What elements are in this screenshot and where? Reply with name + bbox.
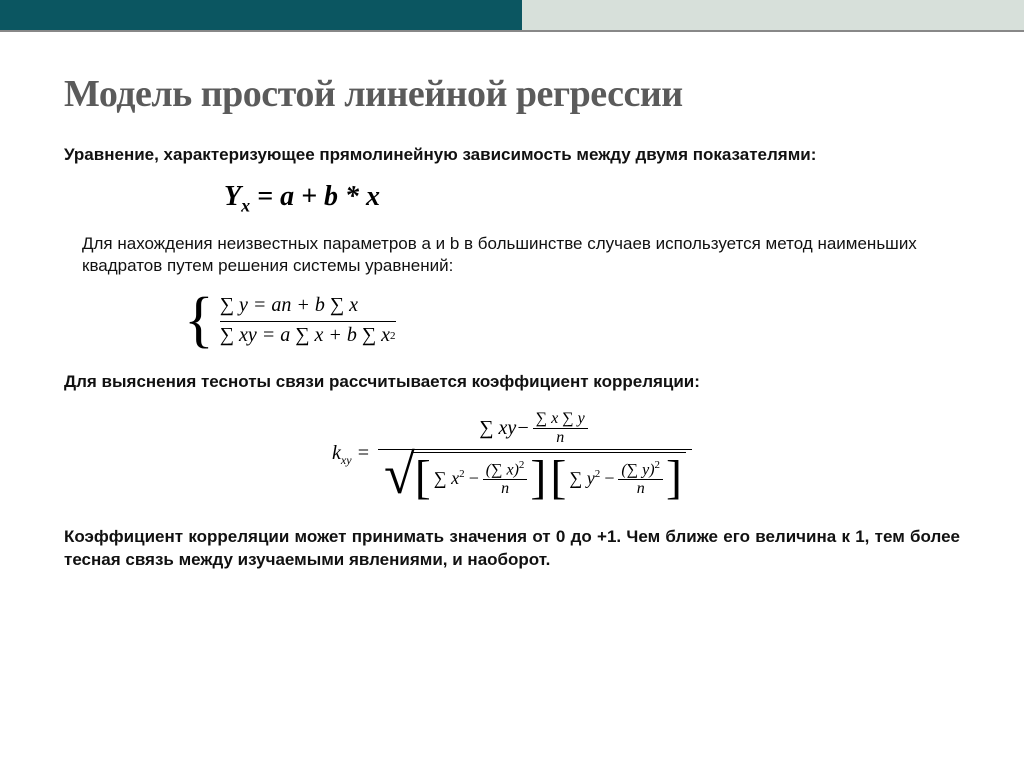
header-bar [0, 0, 1024, 32]
sqrt-content: [ ∑ x2 − (∑ x)2 n ] [ [411, 452, 686, 500]
equation-main: Yx = a + b * x [64, 181, 960, 217]
by-sy2: ∑ y2 [569, 468, 600, 489]
k-xy: kxy = [332, 442, 370, 468]
rbracket-x: ] [530, 458, 546, 499]
bx-sfrac-bot: n [498, 480, 512, 498]
system-row-2-exp: 2 [390, 330, 396, 342]
lbracket-y: [ [550, 458, 566, 499]
bar-right [522, 0, 1024, 32]
system-rows: ∑ y = an + b ∑ x ∑ xy = a ∑ x + b ∑ x2 [220, 292, 396, 349]
bx-sfrac: (∑ x)2 n [483, 459, 528, 498]
system-row-1-text: ∑ y = an + b ∑ x [220, 294, 358, 317]
system-row-1: ∑ y = an + b ∑ x [220, 292, 396, 322]
k-var: k [332, 442, 341, 464]
fraction-denominator: √ [ ∑ x2 − (∑ x)2 n ] [378, 450, 692, 502]
eq-lhs-sub: x [241, 196, 250, 216]
eq-rhs: = a + b * x [257, 181, 380, 212]
sqrt-wrap: √ [ ∑ x2 − (∑ x)2 n ] [384, 452, 686, 500]
paragraph-2: Для нахождения неизвестных параметров a … [64, 233, 960, 279]
by-sfrac-bot: n [634, 480, 648, 498]
num-sf-bot: n [553, 429, 567, 447]
bx-sfrac-top: (∑ x)2 [483, 459, 528, 479]
slide-content: Модель простой линейной регрессии Уравне… [0, 32, 1024, 606]
num-sf-top: ∑ x ∑ y [533, 410, 588, 428]
main-fraction: ∑ xy − ∑ x ∑ y n √ [ [378, 408, 692, 502]
by-sfrac: (∑ y)2 n [618, 459, 663, 498]
system-row-2: ∑ xy = a ∑ x + b ∑ x2 [220, 322, 396, 349]
bracket-y: [ ∑ y2 − (∑ y)2 n ] [548, 458, 684, 499]
paragraph-4: Коэффициент корреляции может принимать з… [64, 526, 960, 572]
correlation-equation: kxy = ∑ xy − ∑ x ∑ y n √ [64, 408, 960, 502]
num-small-frac: ∑ x ∑ y n [533, 410, 588, 447]
left-brace: { [184, 296, 214, 346]
rbracket-y: ] [666, 458, 682, 499]
eq-lhs-var: Y [224, 181, 241, 212]
lbracket-x: [ [415, 458, 431, 499]
paragraph-1: Уравнение, характеризующее прямолинейную… [64, 144, 960, 167]
bar-left [0, 0, 522, 32]
k-sub: xy [341, 453, 352, 467]
by-sfrac-top: (∑ y)2 [618, 459, 663, 479]
bx-minus: − [468, 468, 480, 489]
num-sigxy: ∑ xy [479, 417, 516, 440]
bracket-x: [ ∑ x2 − (∑ x)2 n ] [413, 458, 549, 499]
eq-sign: = [352, 442, 371, 464]
bx-sx2: ∑ x2 [434, 468, 465, 489]
slide-title: Модель простой линейной регрессии [64, 72, 960, 116]
fraction-numerator: ∑ xy − ∑ x ∑ y n [473, 408, 597, 449]
paragraph-3: Для выяснения тесноты связи рассчитывает… [64, 371, 960, 394]
num-minus: − [516, 417, 530, 440]
equation-system: { ∑ y = an + b ∑ x ∑ xy = a ∑ x + b ∑ x2 [184, 292, 960, 349]
by-minus: − [603, 468, 615, 489]
system-row-2-text: ∑ xy = a ∑ x + b ∑ x [220, 324, 390, 347]
